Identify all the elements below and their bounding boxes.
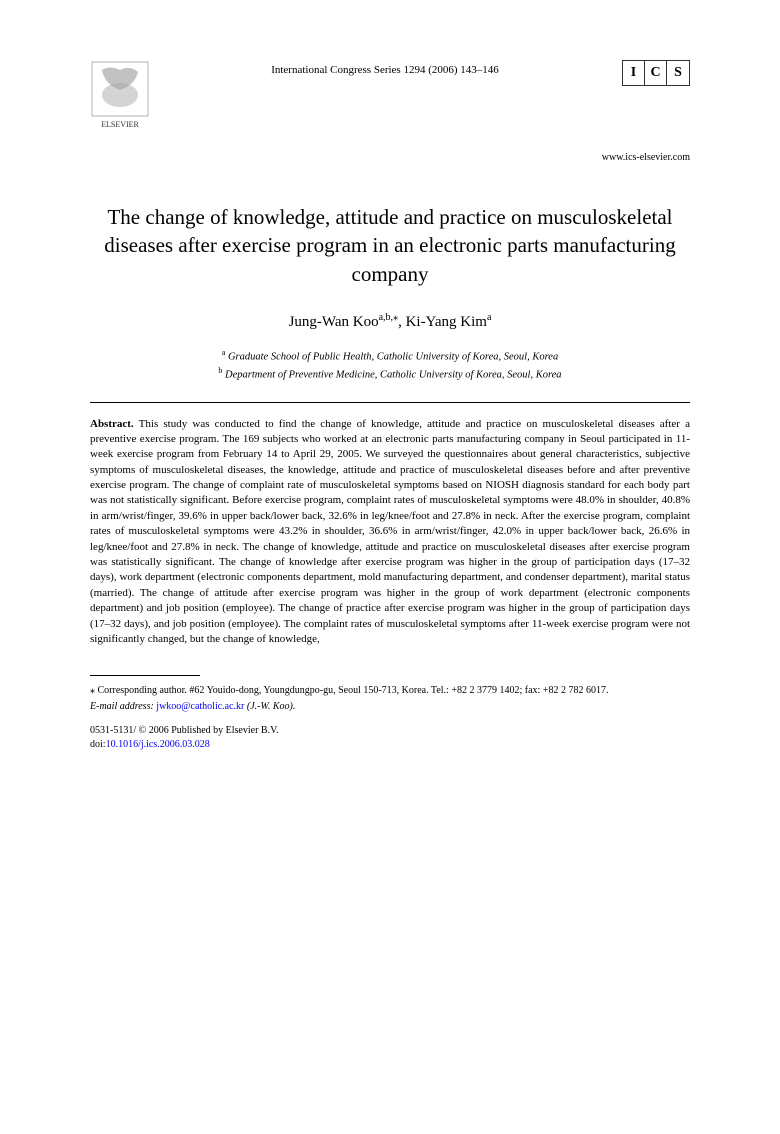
ics-logo-container: I C S	[620, 60, 690, 86]
affiliation-b: b Department of Preventive Medicine, Cat…	[90, 365, 690, 383]
author-2-affil: a	[487, 312, 491, 323]
section-divider	[90, 402, 690, 403]
author-2: , Ki-Yang Kim	[398, 314, 487, 330]
email-label: E-mail address:	[90, 701, 154, 712]
header-row: ELSEVIER International Congress Series 1…	[90, 60, 690, 130]
affiliations: a Graduate School of Public Health, Cath…	[90, 347, 690, 384]
abstract-text: This study was conducted to find the cha…	[90, 418, 690, 645]
journal-reference: International Congress Series 1294 (2006…	[150, 60, 620, 76]
svg-text:ELSEVIER: ELSEVIER	[101, 120, 139, 129]
ics-letter-c: C	[645, 61, 667, 85]
doi-link[interactable]: 10.1016/j.ics.2006.03.028	[106, 739, 210, 750]
ics-letter-s: S	[667, 61, 689, 85]
doi-prefix: doi:	[90, 739, 106, 750]
email-link[interactable]: jwkoo@catholic.ac.kr	[156, 701, 244, 712]
abstract-label: Abstract.	[90, 418, 134, 430]
author-1: Jung-Wan Koo	[289, 314, 379, 330]
doi-line: doi:10.1016/j.ics.2006.03.028	[90, 738, 690, 752]
ics-letter-i: I	[623, 61, 645, 85]
abstract: Abstract. This study was conducted to fi…	[90, 417, 690, 648]
affiliation-a: a Graduate School of Public Health, Cath…	[90, 347, 690, 365]
authors: Jung-Wan Kooa,b,⁎, Ki-Yang Kima	[90, 312, 690, 331]
footnote-divider	[90, 675, 200, 676]
issn-copyright: 0531-5131/ © 2006 Published by Elsevier …	[90, 724, 690, 738]
email-line: E-mail address: jwkoo@catholic.ac.kr (J.…	[90, 701, 690, 712]
email-suffix: (J.-W. Koo).	[244, 701, 295, 712]
paper-title: The change of knowledge, attitude and pr…	[90, 203, 690, 288]
author-1-affil: a,b,	[379, 312, 393, 323]
website-url: www.ics-elsevier.com	[90, 152, 690, 163]
elsevier-logo: ELSEVIER	[90, 60, 150, 130]
ics-logo: I C S	[622, 60, 690, 86]
corresponding-author: ⁎ Corresponding author. #62 Youido-dong,…	[90, 684, 690, 699]
copyright-block: 0531-5131/ © 2006 Published by Elsevier …	[90, 724, 690, 752]
